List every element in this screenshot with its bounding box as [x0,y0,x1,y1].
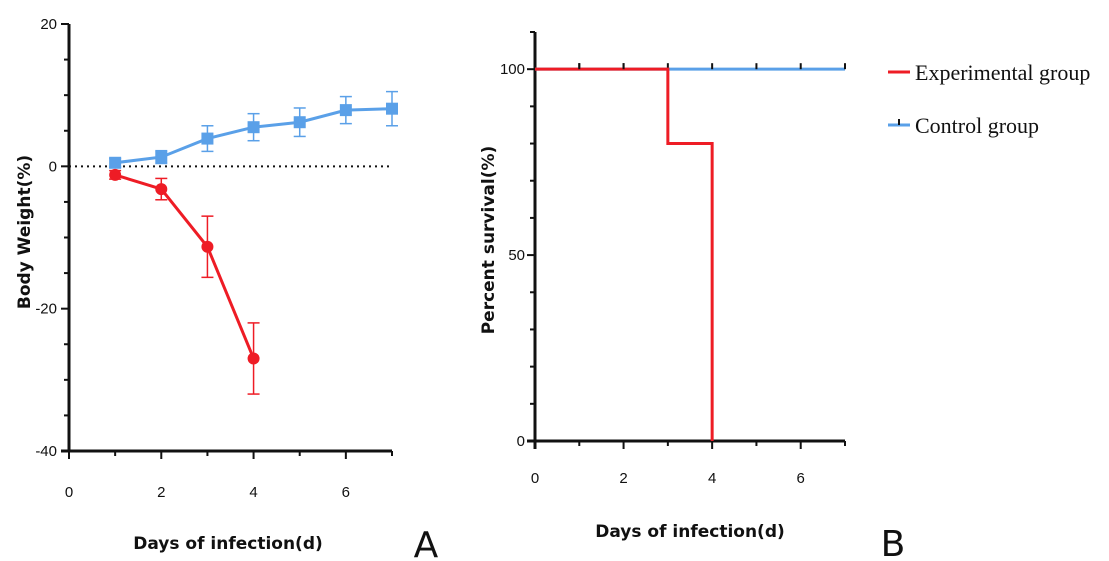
legend-experimental-label: Experimental group [915,60,1090,85]
panel-b-x-tick-label: 4 [708,470,716,487]
panel-b-series [535,63,846,441]
panel-a-experimental-line [114,173,255,360]
panel-a-experimental-point [155,183,168,196]
panel-a-control-point [201,132,214,145]
panel-a-axes [61,23,393,459]
panel-b-chart: 0 50 100 0 2 4 6 Days of infection(d) Percent … [479,31,906,561]
panel-a-control-point [386,102,398,115]
panel-a-y-tick-label: 0 [49,158,57,175]
panel-a-letter: A [414,525,439,561]
panel-a-x-tick-label: 0 [65,484,73,501]
panel-b-y-axis-title: Percent survival(%) [479,146,499,335]
panel-b-tick-labels: 0 50 100 0 2 4 6 [500,61,805,487]
legend: Experimental group Control group [888,60,1090,138]
panel-b-y-tick-label: 0 [517,433,525,450]
panel-b-axes [527,31,846,449]
legend-item-control: Control group [888,113,1039,138]
panel-a-experimental-point [109,168,122,181]
legend-item-experimental: Experimental group [888,60,1090,85]
panel-b-x-tick-label: 6 [797,470,805,487]
panel-a-control-point [109,156,122,169]
panel-b-x-tick-label: 0 [531,470,539,487]
panel-a-x-axis-title: Days of infection(d) [133,534,323,554]
panel-a-series [109,90,398,395]
panel-a-tick-labels: -40 -20 0 20 0 2 4 6 [35,16,350,501]
panel-b-x-tick-label: 2 [619,470,627,487]
panel-a-x-tick-label: 2 [157,484,165,501]
panel-a-control-point [247,121,260,134]
panel-a-control-point [155,151,168,164]
panel-b-y-tick-label: 50 [508,247,525,264]
panel-a-control-point [339,104,352,117]
legend-control-label: Control group [915,113,1039,138]
panel-b-y-tick-label: 100 [500,61,525,78]
panel-b-letter: B [881,524,906,561]
panel-a-y-tick-label: -40 [35,443,57,460]
panel-a-y-axis-title: Body Weight(%) [15,155,35,309]
panel-a-y-tick-label: 20 [40,16,57,33]
panel-b-x-axis-title: Days of infection(d) [595,522,785,542]
panel-b-experimental-survival-curve [535,67,714,441]
panel-a-experimental-point [247,352,260,365]
panel-a-experimental-point [201,240,214,253]
panel-a-chart: -40 -20 0 20 0 2 4 6 Days of infection(d) Body … [15,16,439,561]
panel-a-control-point [293,116,306,129]
panel-a-x-tick-label: 4 [249,484,257,501]
panel-a-y-tick-label: -20 [35,301,57,318]
panel-a-x-tick-label: 6 [342,484,350,501]
